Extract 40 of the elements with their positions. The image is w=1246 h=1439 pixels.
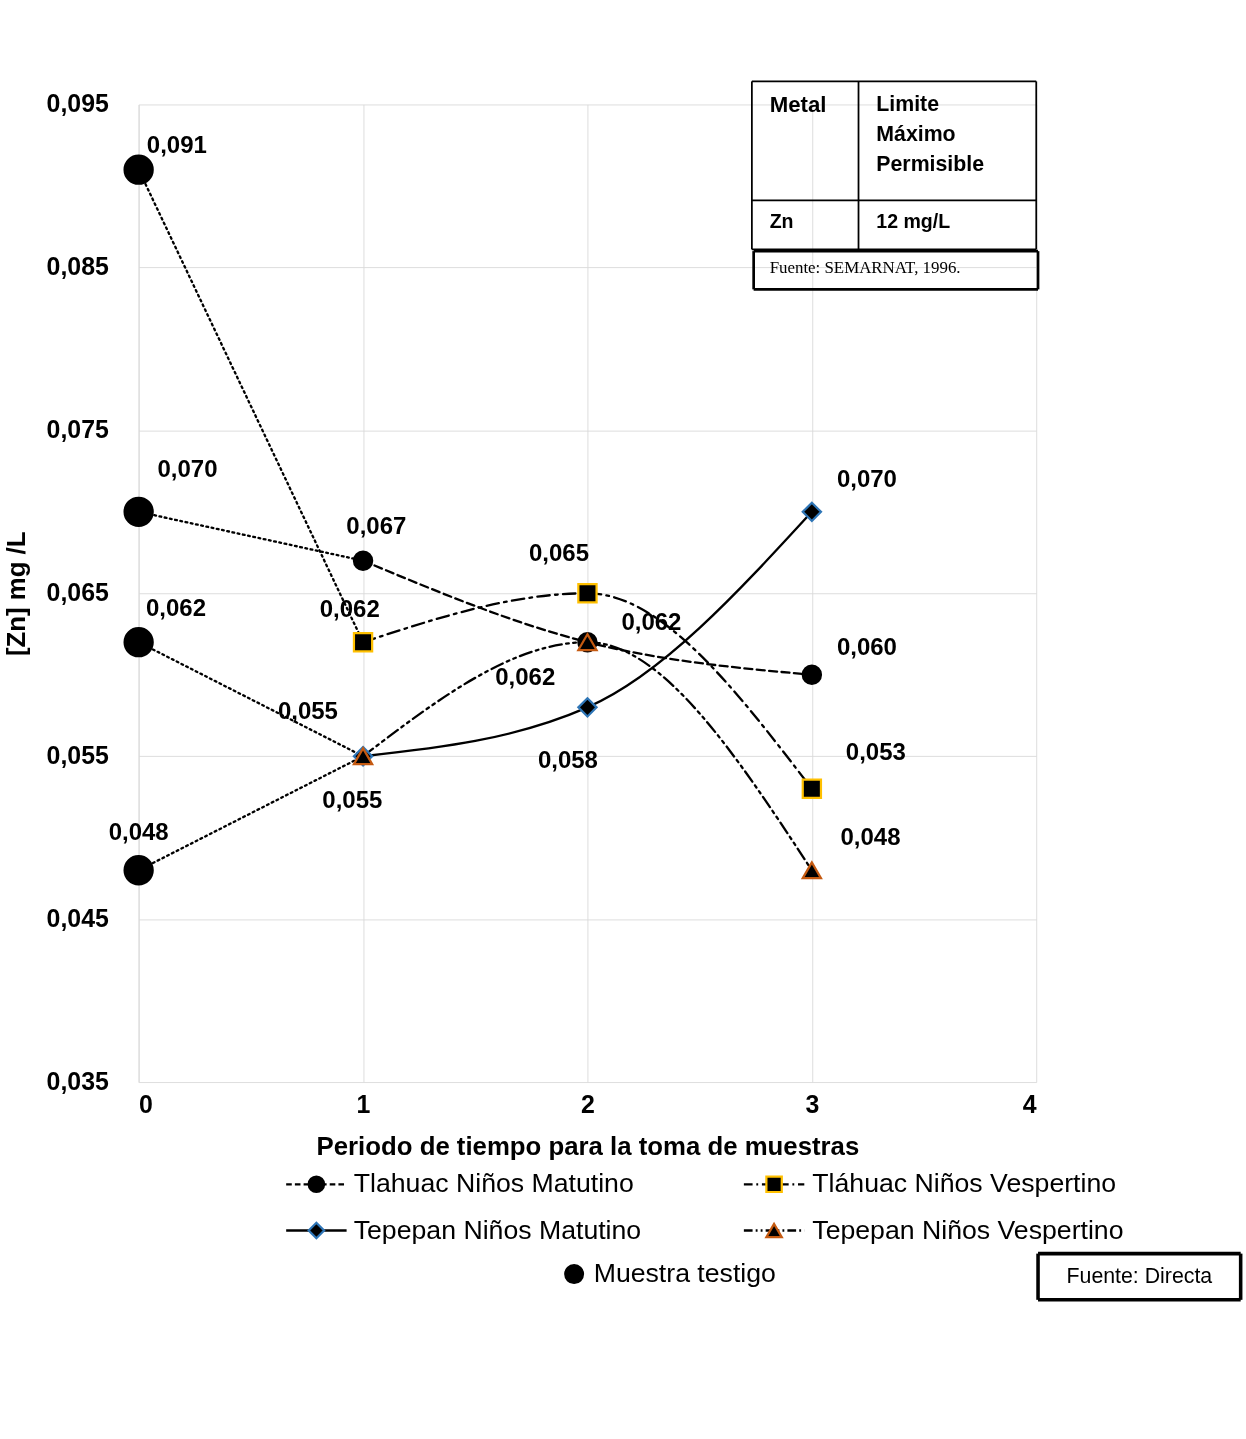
data-label: 0,055 (277, 696, 338, 724)
annotation: Zn (769, 210, 794, 233)
data-label: 0,058 (537, 745, 598, 773)
data-label: 0,055 (322, 785, 383, 813)
x-tick-label: 3 (805, 1089, 820, 1118)
legend-label: Tepepan Niños Vespertino (812, 1214, 1124, 1245)
legend-label: Muestra testigo (593, 1258, 776, 1289)
data-label: 0,060 (836, 633, 897, 661)
data-label: 0,062 (495, 662, 556, 690)
legend-label: Tepepan Niños Matutino (353, 1214, 642, 1245)
data-label: 0,091 (146, 130, 207, 158)
legend-label: Tláhuac Niños Vespertino (812, 1168, 1117, 1199)
x-axis-title: Periodo de tiempo para la toma de muestras (316, 1131, 860, 1160)
source-note: Fuente: Directa (1066, 1263, 1213, 1288)
data-label: 0,070 (836, 464, 897, 492)
annotation: Limite Máximo Permisible (876, 91, 985, 177)
y-axis-title: [Zn] mg /L (2, 531, 31, 656)
annotation: Fuente: SEMARNAT, 1996. (769, 258, 961, 278)
annotation: Metal (769, 91, 827, 117)
y-tick-label: 0,055 (46, 740, 110, 769)
y-tick-label: 0,065 (46, 577, 110, 606)
y-tick-label: 0,085 (46, 251, 110, 280)
x-tick-label: 1 (356, 1089, 371, 1118)
data-label: 0,053 (845, 738, 906, 766)
data-label: 0,062 (319, 595, 380, 623)
x-tick-label: 0 (139, 1089, 153, 1118)
data-label: 0,070 (157, 455, 218, 483)
y-tick-label: 0,075 (46, 414, 110, 443)
data-label: 0,062 (145, 594, 206, 622)
legend-label: Tlahuac Niños Matutino (353, 1168, 634, 1199)
y-tick-label: 0,095 (46, 89, 110, 118)
data-label: 0,048 (840, 823, 901, 851)
data-label: 0,065 (529, 539, 590, 567)
x-tick-label: 2 (580, 1089, 595, 1118)
data-label: 0,067 (346, 512, 407, 540)
y-tick-label: 0,035 (46, 1066, 110, 1095)
annotation: 12 mg/L (876, 210, 951, 233)
y-tick-label: 0,045 (46, 903, 110, 932)
x-tick-label: 4 (1022, 1089, 1037, 1118)
data-label: 0,048 (108, 818, 169, 846)
